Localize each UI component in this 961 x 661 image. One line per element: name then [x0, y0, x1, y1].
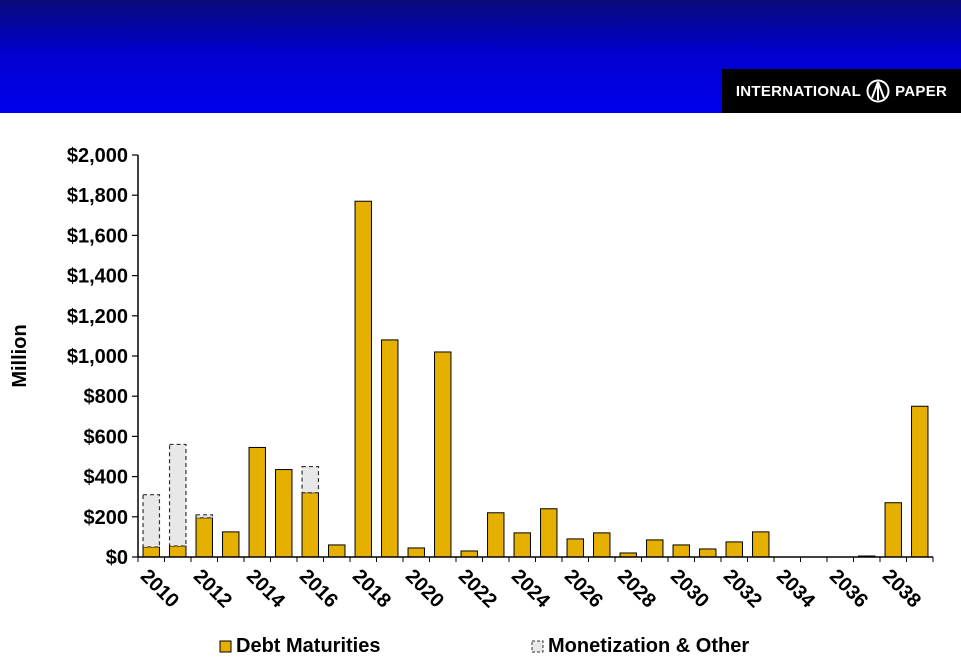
debt-maturity-bar	[407, 547, 425, 558]
x-tick-label: 2030	[666, 565, 713, 612]
x-tick-label: 2018	[348, 565, 395, 612]
x-tick-label: 2022	[454, 565, 501, 612]
y-tick-label: $2,000	[67, 145, 128, 167]
debt-maturity-bar	[142, 546, 160, 558]
legend-label-debt: Debt Maturities	[236, 635, 380, 657]
x-tick-label: 2020	[401, 565, 448, 612]
y-tick-label: $1,400	[67, 266, 128, 288]
monetization-bar	[168, 443, 187, 547]
y-tick-label: $1,000	[67, 346, 128, 368]
debt-maturity-bar	[672, 544, 690, 558]
x-tick-label: 2026	[560, 565, 607, 612]
x-tick-label: 2034	[772, 565, 820, 613]
debt-maturity-bar	[487, 512, 505, 558]
debt-maturities-chart: $0 $200 $400 $600 $800 $1,000 $1,200 $1,400 $1,6…	[9, 145, 934, 657]
debt-maturity-bar	[566, 538, 584, 558]
monetization-bar	[195, 514, 214, 519]
legend-swatch-monetization	[531, 640, 544, 653]
y-tick-label: $200	[84, 507, 129, 529]
debt-maturity-bar	[248, 446, 266, 558]
debt-maturity-bar	[169, 545, 187, 558]
debt-maturity-bar	[699, 548, 717, 558]
debt-maturity-bar	[381, 339, 399, 558]
x-tick-label: 2024	[507, 565, 555, 613]
x-tick-label: 2038	[878, 565, 925, 612]
x-tick-label: 2010	[136, 565, 183, 612]
y-axis-title: Million	[9, 324, 31, 387]
debt-maturity-bar	[513, 532, 531, 558]
debt-maturity-bar	[884, 502, 902, 558]
logo-text-right: PAPER	[895, 82, 948, 100]
x-tick-label: 2028	[613, 565, 660, 612]
debt-maturity-bar	[911, 405, 929, 558]
y-tick-label: $800	[84, 386, 129, 408]
debt-maturity-bar	[222, 531, 240, 558]
y-tick-label: $0	[106, 547, 128, 569]
company-logo: INTERNATIONAL PAPER	[722, 69, 961, 113]
x-tick-label: 2036	[825, 565, 872, 612]
debt-maturity-bar	[540, 508, 558, 558]
monetization-bar	[301, 465, 320, 494]
logo-emblem-icon	[866, 79, 890, 103]
x-tick-label: 2032	[719, 565, 766, 612]
x-tick-label: 2016	[295, 565, 342, 612]
title-banner: INTERNATIONAL PAPER	[0, 0, 961, 113]
debt-maturity-bar	[752, 531, 770, 558]
y-tick-label: $1,600	[67, 225, 128, 247]
debt-maturity-bar	[301, 492, 319, 558]
debt-maturity-bar	[460, 550, 478, 558]
y-tick-label: $1,800	[67, 185, 128, 207]
debt-maturity-bar	[195, 517, 213, 558]
y-tick-label: $1,200	[67, 306, 128, 328]
debt-maturity-bar	[593, 532, 611, 558]
debt-maturity-bar	[646, 539, 664, 558]
debt-maturity-bar	[725, 541, 743, 558]
debt-maturity-bar	[328, 544, 346, 558]
y-tick-label: $600	[84, 426, 129, 448]
debt-maturity-bar	[275, 469, 293, 558]
legend-swatch-debt	[219, 640, 232, 653]
logo-text-left: INTERNATIONAL	[735, 82, 862, 100]
debt-maturity-bar	[434, 351, 452, 558]
legend-label-monetization: Monetization & Other	[548, 635, 749, 657]
y-tick-label: $400	[84, 467, 129, 489]
debt-maturity-bar	[354, 200, 372, 558]
monetization-bar	[142, 494, 161, 548]
x-tick-label: 2012	[189, 565, 236, 612]
x-tick-label: 2014	[242, 565, 290, 613]
